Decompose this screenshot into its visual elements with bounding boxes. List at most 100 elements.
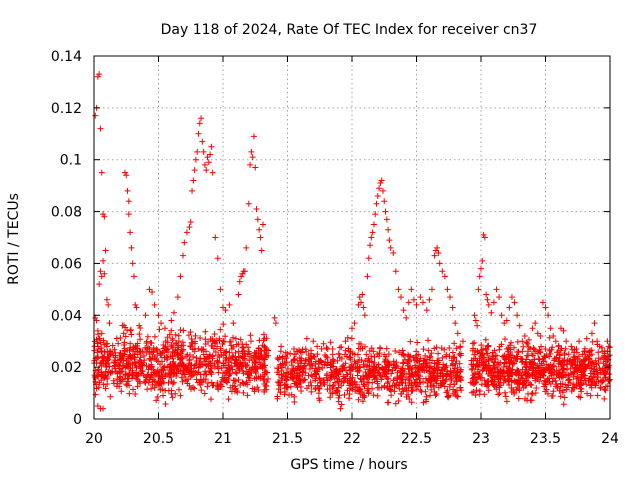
data-point	[202, 371, 209, 378]
data-point	[511, 299, 518, 306]
data-point	[312, 386, 319, 393]
data-point	[172, 390, 179, 397]
data-point	[157, 386, 164, 393]
data-point	[489, 365, 496, 372]
data-point	[578, 371, 585, 378]
data-point	[485, 301, 492, 308]
data-point	[209, 169, 216, 176]
data-point	[427, 392, 434, 399]
data-point	[336, 392, 343, 399]
data-point	[535, 365, 542, 372]
data-point	[125, 211, 132, 218]
data-point	[392, 268, 399, 275]
data-point	[570, 353, 577, 360]
data-point	[338, 355, 345, 362]
data-point	[98, 169, 105, 176]
data-point	[501, 359, 508, 366]
data-point	[172, 331, 179, 338]
data-point	[134, 376, 141, 383]
data-point	[104, 381, 111, 388]
data-point	[428, 350, 435, 357]
data-point	[396, 349, 403, 356]
data-point	[185, 332, 192, 339]
data-point	[581, 345, 588, 352]
data-point	[573, 383, 580, 390]
data-point	[363, 373, 370, 380]
data-point	[390, 358, 397, 365]
data-point	[367, 242, 374, 249]
data-point	[157, 361, 164, 368]
data-point	[327, 373, 334, 380]
data-point	[220, 304, 226, 311]
data-point	[259, 363, 266, 370]
data-point	[443, 376, 450, 383]
data-point	[237, 336, 244, 343]
y-tick-label: 0.02	[51, 360, 82, 376]
data-point	[156, 349, 163, 356]
data-point	[557, 347, 564, 354]
data-point	[551, 357, 558, 364]
data-point	[137, 365, 144, 372]
data-point	[557, 393, 564, 400]
data-point	[523, 356, 530, 363]
data-point	[542, 345, 549, 352]
data-point	[190, 353, 197, 360]
data-point	[237, 360, 244, 367]
data-point	[546, 334, 553, 341]
data-point	[496, 294, 503, 301]
data-point	[235, 348, 242, 355]
data-point	[377, 372, 384, 379]
data-point	[227, 338, 234, 345]
data-point	[401, 368, 408, 375]
data-point	[571, 371, 578, 378]
data-point	[146, 346, 153, 353]
data-point	[256, 226, 263, 233]
data-point	[115, 340, 122, 347]
data-point	[179, 378, 186, 385]
data-point	[315, 390, 322, 397]
data-point	[528, 382, 535, 389]
data-point	[160, 367, 167, 374]
data-point	[169, 380, 176, 387]
data-point	[204, 383, 211, 390]
data-point	[406, 357, 413, 364]
data-point	[516, 322, 523, 329]
data-point	[100, 405, 107, 412]
data-point	[342, 347, 349, 354]
axis-ticks	[93, 55, 611, 420]
data-point	[117, 359, 124, 366]
data-point	[412, 354, 419, 361]
data-point	[554, 383, 561, 390]
data-point	[439, 354, 446, 361]
data-point	[606, 377, 613, 384]
data-point	[588, 360, 595, 367]
data-point	[228, 388, 235, 395]
data-point	[222, 333, 229, 340]
data-point	[132, 391, 139, 398]
data-point	[382, 208, 389, 215]
data-point	[494, 373, 501, 380]
data-point	[258, 247, 265, 254]
data-point	[405, 351, 412, 358]
data-point	[375, 361, 382, 368]
data-point	[174, 294, 181, 301]
data-point	[335, 394, 342, 401]
data-point	[493, 286, 500, 293]
data-point	[134, 383, 141, 390]
data-point	[155, 312, 162, 319]
data-point	[492, 352, 499, 359]
data-point	[325, 359, 332, 366]
data-point	[561, 357, 568, 364]
data-point	[264, 375, 271, 382]
data-point	[374, 378, 381, 385]
data-point	[420, 399, 427, 406]
data-point	[602, 356, 609, 363]
data-point	[191, 167, 198, 174]
data-point	[457, 377, 464, 384]
data-point	[538, 343, 545, 350]
data-point	[283, 376, 290, 383]
data-point	[413, 348, 420, 355]
data-point	[454, 369, 461, 376]
data-point	[534, 330, 541, 337]
data-point	[418, 365, 425, 372]
